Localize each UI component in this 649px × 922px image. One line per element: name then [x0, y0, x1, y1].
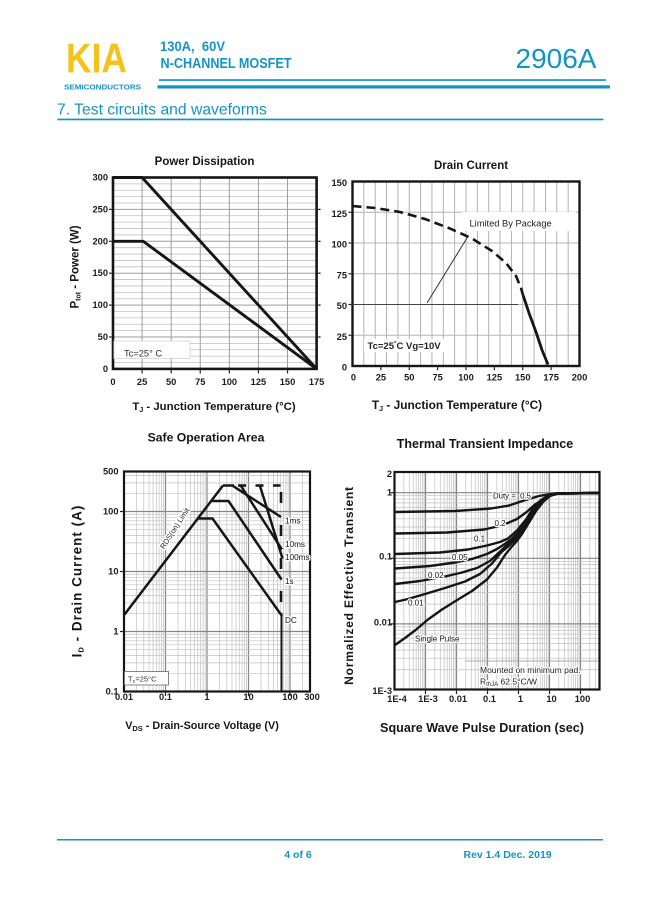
svg-text:125: 125 — [251, 377, 267, 387]
svg-text:150: 150 — [280, 377, 296, 387]
svg-text:0.01: 0.01 — [449, 694, 467, 704]
svg-text:150: 150 — [92, 268, 108, 278]
svg-text:1: 1 — [387, 488, 392, 498]
svg-text:0.1: 0.1 — [106, 687, 119, 697]
svg-text:0.01: 0.01 — [115, 692, 133, 702]
svg-text:SEMICONDUCTORS: SEMICONDUCTORS — [64, 83, 141, 92]
svg-text:1s: 1s — [285, 577, 294, 586]
svg-text:200: 200 — [92, 236, 108, 246]
svg-text:0.1: 0.1 — [159, 692, 172, 702]
svg-text:RthJA 62.5°C/W: RthJA 62.5°C/W — [480, 677, 537, 689]
svg-text:10: 10 — [546, 694, 556, 704]
svg-text:Tc=25°C Vg=10V: Tc=25°C Vg=10V — [368, 340, 442, 353]
svg-text:50: 50 — [404, 373, 414, 383]
svg-text:25: 25 — [137, 377, 147, 387]
svg-text:1E-4: 1E-4 — [387, 694, 407, 704]
svg-text:KIA: KIA — [66, 35, 127, 82]
svg-text:2: 2 — [387, 469, 392, 479]
svg-text:125: 125 — [331, 209, 347, 219]
svg-text:100: 100 — [103, 507, 119, 517]
svg-text:1ms: 1ms — [285, 517, 300, 526]
svg-text:Normalized Effective Transient: Normalized Effective Transient — [342, 486, 356, 685]
svg-text:300: 300 — [304, 692, 320, 702]
svg-text:50: 50 — [166, 377, 176, 387]
svg-text:0: 0 — [351, 373, 356, 383]
svg-text:1E-3: 1E-3 — [372, 686, 392, 696]
svg-text:0: 0 — [110, 377, 115, 387]
svg-text:100: 100 — [331, 240, 347, 250]
svg-text:TJ - Junction Temperature (°C): TJ - Junction Temperature (°C) — [372, 398, 542, 413]
svg-text:0.01: 0.01 — [374, 618, 392, 628]
svg-text:0.05: 0.05 — [452, 553, 468, 562]
svg-text:100: 100 — [458, 373, 474, 383]
svg-text:Rev 1.4 Dec. 2019: Rev 1.4 Dec. 2019 — [464, 849, 552, 861]
svg-text:100: 100 — [575, 694, 591, 704]
svg-text:125: 125 — [487, 373, 503, 383]
svg-text:Ptot - Power (W): Ptot - Power (W) — [70, 225, 83, 308]
svg-text:200: 200 — [572, 373, 588, 383]
svg-text:100ms: 100ms — [285, 553, 310, 562]
svg-text:7. Test circuits and waveforms: 7. Test circuits and waveforms — [57, 102, 267, 119]
svg-text:Safe Operation Area: Safe Operation Area — [148, 431, 265, 445]
svg-text:Drain Current: Drain Current — [434, 160, 508, 172]
svg-text:75: 75 — [195, 377, 205, 387]
svg-text:RDS(on) Limit: RDS(on) Limit — [158, 505, 192, 550]
svg-text:25: 25 — [376, 373, 386, 383]
svg-text:100: 100 — [92, 300, 108, 310]
svg-text:TJ - Junction Temperature (°C): TJ - Junction Temperature (°C) — [132, 401, 296, 414]
svg-text:175: 175 — [309, 377, 325, 387]
svg-text:Tc=25° C: Tc=25° C — [124, 349, 162, 359]
svg-text:50: 50 — [337, 301, 347, 311]
svg-text:1E-3: 1E-3 — [418, 694, 438, 704]
svg-text:4 of 6: 4 of 6 — [284, 849, 312, 861]
svg-text:150: 150 — [331, 178, 347, 188]
svg-text:1: 1 — [204, 692, 209, 702]
svg-text:DC: DC — [285, 616, 297, 625]
svg-text:50: 50 — [98, 332, 108, 342]
svg-text:0: 0 — [103, 364, 108, 374]
svg-text:VDS - Drain-Source Voltage (V): VDS - Drain-Source Voltage (V) — [125, 720, 279, 733]
svg-text:0.1: 0.1 — [483, 694, 496, 704]
svg-text:Power Dissipation: Power Dissipation — [155, 156, 255, 168]
svg-text:0.1: 0.1 — [474, 535, 486, 544]
svg-text:ID - Drain Current (A): ID - Drain Current (A) — [70, 505, 86, 658]
svg-text:Tc=25°C: Tc=25°C — [128, 675, 157, 686]
svg-text:300: 300 — [92, 173, 108, 183]
svg-text:75: 75 — [432, 373, 442, 383]
svg-text:130A, 60V: 130A, 60V — [160, 39, 225, 54]
svg-text:1: 1 — [113, 627, 118, 637]
svg-text:250: 250 — [92, 204, 108, 214]
svg-text:2906A: 2906A — [516, 43, 597, 74]
svg-text:Limited By Package: Limited By Package — [470, 219, 552, 229]
svg-text:175: 175 — [543, 373, 559, 383]
svg-text:Thermal Transient Impedance: Thermal Transient Impedance — [397, 437, 573, 451]
svg-text:Duty = 0.5: Duty = 0.5 — [493, 492, 532, 501]
svg-text:Mounted on minimum pad.: Mounted on minimum pad. — [480, 665, 581, 675]
svg-text:Square Wave Pulse Duration (se: Square Wave Pulse Duration (sec) — [380, 721, 584, 735]
svg-text:0.01: 0.01 — [408, 599, 424, 608]
svg-text:N-CHANNEL MOSFET: N-CHANNEL MOSFET — [161, 56, 292, 72]
svg-text:10: 10 — [243, 692, 253, 702]
svg-text:75: 75 — [337, 270, 347, 280]
svg-text:0.2: 0.2 — [495, 519, 507, 528]
svg-text:25: 25 — [337, 332, 347, 342]
svg-text:100: 100 — [222, 377, 238, 387]
svg-text:0.02: 0.02 — [428, 571, 444, 580]
svg-text:10: 10 — [108, 567, 118, 577]
svg-text:10ms: 10ms — [285, 540, 305, 549]
svg-text:100: 100 — [282, 692, 298, 702]
svg-text:0.1: 0.1 — [379, 552, 392, 562]
svg-text:0: 0 — [342, 363, 347, 373]
svg-text:150: 150 — [515, 373, 531, 383]
svg-text:500: 500 — [103, 467, 119, 477]
svg-text:1: 1 — [518, 694, 523, 704]
svg-text:Single Pulse: Single Pulse — [415, 635, 460, 644]
